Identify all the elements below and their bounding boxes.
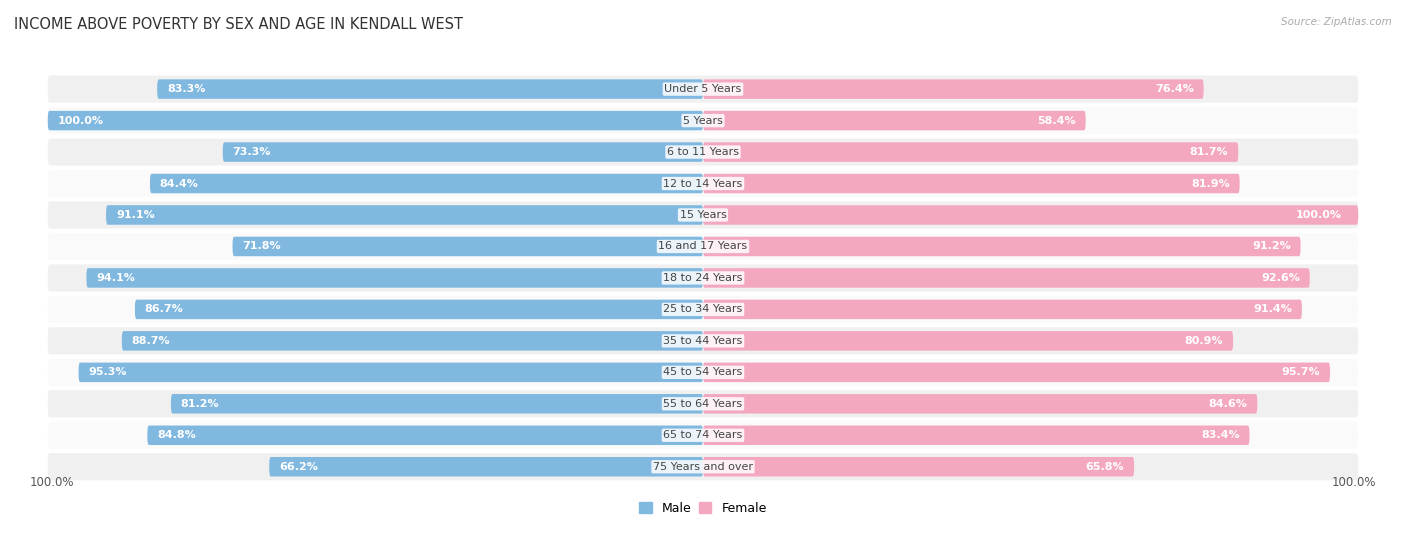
FancyBboxPatch shape — [48, 201, 1358, 229]
FancyBboxPatch shape — [48, 233, 1358, 260]
FancyBboxPatch shape — [703, 363, 1330, 382]
FancyBboxPatch shape — [48, 328, 1358, 354]
FancyBboxPatch shape — [703, 425, 1250, 445]
Legend: Male, Female: Male, Female — [634, 496, 772, 520]
FancyBboxPatch shape — [48, 390, 1358, 418]
FancyBboxPatch shape — [232, 236, 703, 256]
Text: 95.7%: 95.7% — [1282, 367, 1320, 377]
FancyBboxPatch shape — [222, 143, 703, 162]
FancyBboxPatch shape — [48, 139, 1358, 165]
FancyBboxPatch shape — [150, 174, 703, 193]
Text: 83.4%: 83.4% — [1201, 430, 1240, 440]
FancyBboxPatch shape — [105, 205, 703, 225]
FancyBboxPatch shape — [703, 394, 1257, 414]
Text: 18 to 24 Years: 18 to 24 Years — [664, 273, 742, 283]
Text: 81.7%: 81.7% — [1189, 147, 1229, 157]
FancyBboxPatch shape — [48, 75, 1358, 103]
Text: 91.1%: 91.1% — [115, 210, 155, 220]
FancyBboxPatch shape — [269, 457, 703, 476]
Text: 55 to 64 Years: 55 to 64 Years — [664, 399, 742, 409]
Text: 45 to 54 Years: 45 to 54 Years — [664, 367, 742, 377]
Text: 73.3%: 73.3% — [232, 147, 271, 157]
Text: 94.1%: 94.1% — [96, 273, 135, 283]
FancyBboxPatch shape — [703, 205, 1358, 225]
Text: 95.3%: 95.3% — [89, 367, 127, 377]
Text: 84.4%: 84.4% — [160, 178, 198, 188]
FancyBboxPatch shape — [48, 359, 1358, 386]
FancyBboxPatch shape — [703, 143, 1239, 162]
FancyBboxPatch shape — [48, 264, 1358, 291]
Text: 5 Years: 5 Years — [683, 116, 723, 126]
FancyBboxPatch shape — [703, 300, 1302, 319]
Text: 92.6%: 92.6% — [1261, 273, 1301, 283]
FancyBboxPatch shape — [703, 79, 1204, 99]
FancyBboxPatch shape — [122, 331, 703, 350]
Text: 25 to 34 Years: 25 to 34 Years — [664, 305, 742, 314]
Text: 71.8%: 71.8% — [242, 241, 281, 252]
Text: 80.9%: 80.9% — [1185, 336, 1223, 346]
Text: 15 Years: 15 Years — [679, 210, 727, 220]
Text: 100.0%: 100.0% — [30, 476, 75, 489]
FancyBboxPatch shape — [79, 363, 703, 382]
Text: 84.6%: 84.6% — [1209, 399, 1247, 409]
Text: 81.2%: 81.2% — [181, 399, 219, 409]
Text: 91.2%: 91.2% — [1251, 241, 1291, 252]
Text: 83.3%: 83.3% — [167, 84, 205, 94]
FancyBboxPatch shape — [172, 394, 703, 414]
Text: Under 5 Years: Under 5 Years — [665, 84, 741, 94]
FancyBboxPatch shape — [86, 268, 703, 288]
Text: 75 Years and over: 75 Years and over — [652, 462, 754, 472]
FancyBboxPatch shape — [703, 174, 1240, 193]
Text: 58.4%: 58.4% — [1038, 116, 1076, 126]
FancyBboxPatch shape — [703, 331, 1233, 350]
Text: 91.4%: 91.4% — [1253, 305, 1292, 314]
FancyBboxPatch shape — [703, 236, 1301, 256]
FancyBboxPatch shape — [48, 296, 1358, 323]
Text: 65 to 74 Years: 65 to 74 Years — [664, 430, 742, 440]
FancyBboxPatch shape — [135, 300, 703, 319]
Text: Source: ZipAtlas.com: Source: ZipAtlas.com — [1281, 17, 1392, 27]
Text: INCOME ABOVE POVERTY BY SEX AND AGE IN KENDALL WEST: INCOME ABOVE POVERTY BY SEX AND AGE IN K… — [14, 17, 463, 32]
FancyBboxPatch shape — [703, 457, 1135, 476]
Text: 16 and 17 Years: 16 and 17 Years — [658, 241, 748, 252]
Text: 84.8%: 84.8% — [157, 430, 195, 440]
FancyBboxPatch shape — [48, 453, 1358, 480]
FancyBboxPatch shape — [148, 425, 703, 445]
FancyBboxPatch shape — [703, 268, 1310, 288]
Text: 6 to 11 Years: 6 to 11 Years — [666, 147, 740, 157]
Text: 12 to 14 Years: 12 to 14 Years — [664, 178, 742, 188]
Text: 86.7%: 86.7% — [145, 305, 184, 314]
Text: 100.0%: 100.0% — [58, 116, 104, 126]
FancyBboxPatch shape — [48, 111, 703, 130]
Text: 88.7%: 88.7% — [132, 336, 170, 346]
FancyBboxPatch shape — [48, 421, 1358, 449]
Text: 76.4%: 76.4% — [1154, 84, 1194, 94]
Text: 66.2%: 66.2% — [278, 462, 318, 472]
FancyBboxPatch shape — [703, 111, 1085, 130]
Text: 100.0%: 100.0% — [1296, 210, 1341, 220]
Text: 81.9%: 81.9% — [1191, 178, 1230, 188]
FancyBboxPatch shape — [48, 107, 1358, 134]
FancyBboxPatch shape — [157, 79, 703, 99]
Text: 35 to 44 Years: 35 to 44 Years — [664, 336, 742, 346]
Text: 65.8%: 65.8% — [1085, 462, 1125, 472]
Text: 100.0%: 100.0% — [1331, 476, 1376, 489]
FancyBboxPatch shape — [48, 170, 1358, 197]
